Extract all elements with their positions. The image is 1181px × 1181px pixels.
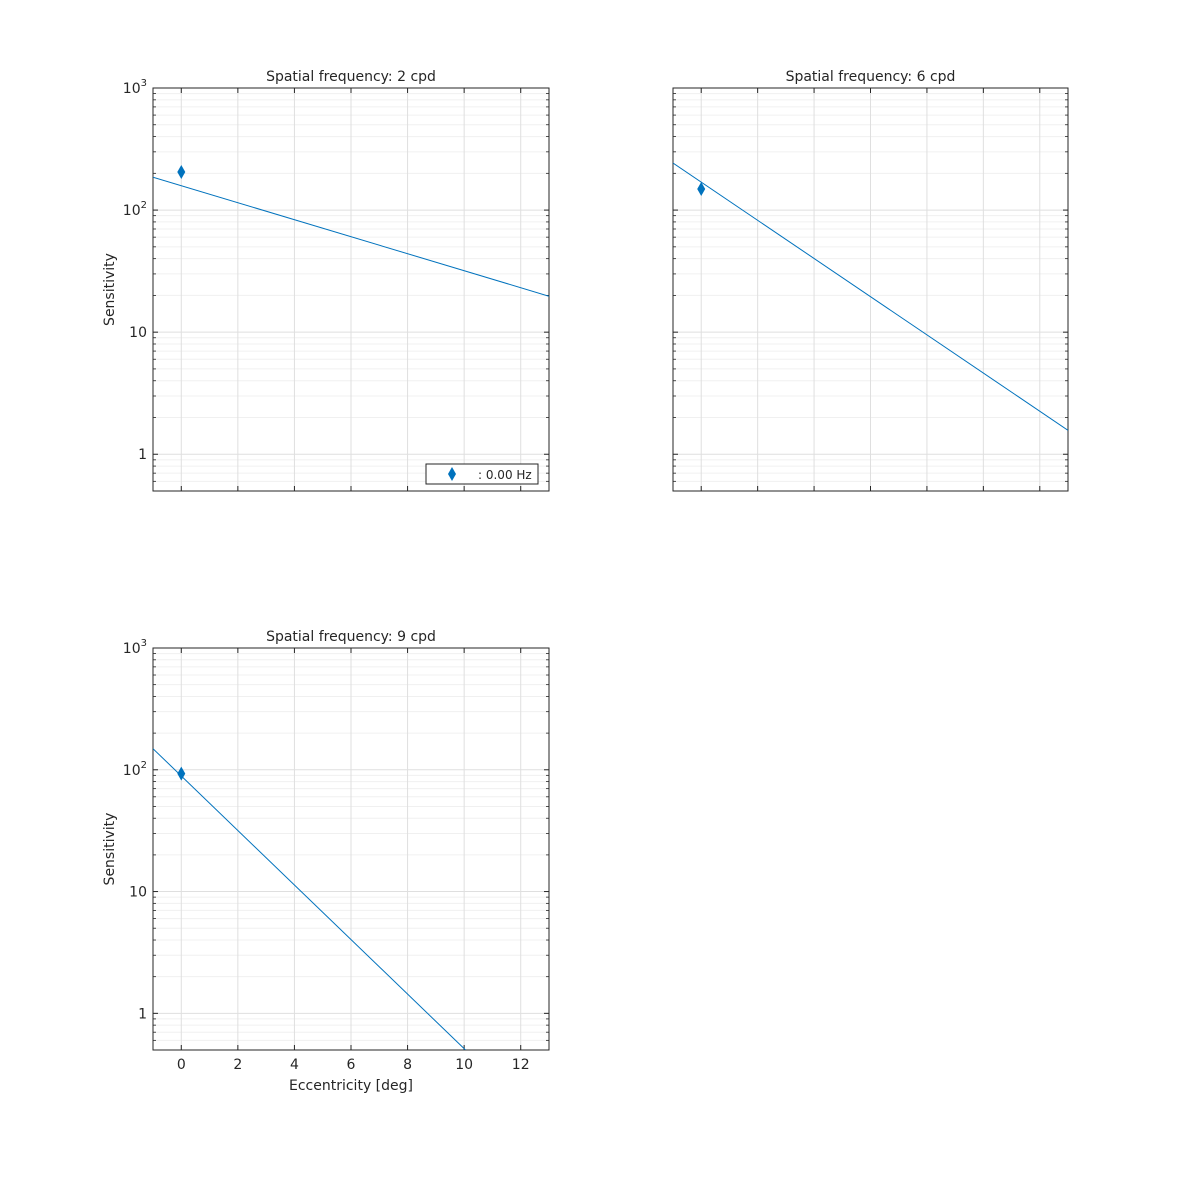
axes-box — [152, 87, 550, 492]
data-point-diamond — [697, 181, 706, 196]
subplot-title: Spatial frequency: 9 cpd — [266, 629, 436, 645]
y-tick-label: 102 — [123, 200, 147, 219]
fit-line — [153, 176, 549, 297]
y-tick-exponent: 3 — [141, 638, 147, 649]
x-tick-label: 10 — [455, 1057, 473, 1073]
axes-box — [152, 647, 550, 1051]
legend-label: : 0.00 Hz — [478, 468, 532, 482]
subplot-3: 1 10 102 103 0 2 4 6 8 10 12 Spatial frequency: 9 c… — [102, 629, 550, 1094]
y-tick-label: 103 — [123, 78, 147, 97]
y-tick-exponent: 2 — [141, 200, 147, 211]
data-point-diamond — [177, 766, 186, 781]
x-tick-label: 2 — [233, 1057, 242, 1073]
axes-box — [672, 87, 1069, 492]
x-tick-label: 12 — [512, 1057, 530, 1073]
legend-diamond-icon — [448, 467, 456, 481]
y-tick-label: 10 — [129, 325, 147, 341]
x-tick-label: 4 — [290, 1057, 299, 1073]
x-tick-label: 8 — [403, 1057, 412, 1073]
legend-box — [425, 463, 539, 485]
y-axis-label: Sensitivity — [102, 813, 118, 886]
fit-line — [673, 162, 1068, 431]
y-tick-label: 103 — [123, 638, 147, 657]
y-tick-exponent: 2 — [141, 760, 147, 771]
x-tick-label: 0 — [177, 1057, 186, 1073]
y-tick-label: 10 — [129, 885, 147, 901]
y-axis-label: Sensitivity — [102, 253, 118, 326]
x-tick-label: 6 — [347, 1057, 356, 1073]
y-tick-exponent: 3 — [141, 78, 147, 89]
subplot-title: Spatial frequency: 2 cpd — [266, 69, 436, 85]
x-axis-label: Eccentricity [deg] — [289, 1078, 413, 1094]
y-tick-label: 1 — [138, 1006, 147, 1022]
y-tick-label: 1 — [138, 447, 147, 463]
legend: : 0.00 Hz — [425, 463, 539, 485]
data-point-diamond — [177, 165, 186, 180]
y-tick-label: 102 — [123, 760, 147, 779]
subplot-1: 1 10 102 103 Spatial frequency: 2 cpd Sensiti… — [102, 69, 550, 492]
subplot-2: Spatial frequency: 6 cpd — [672, 69, 1069, 492]
subplot-title: Spatial frequency: 6 cpd — [786, 69, 956, 85]
fit-line — [153, 748, 466, 1050]
